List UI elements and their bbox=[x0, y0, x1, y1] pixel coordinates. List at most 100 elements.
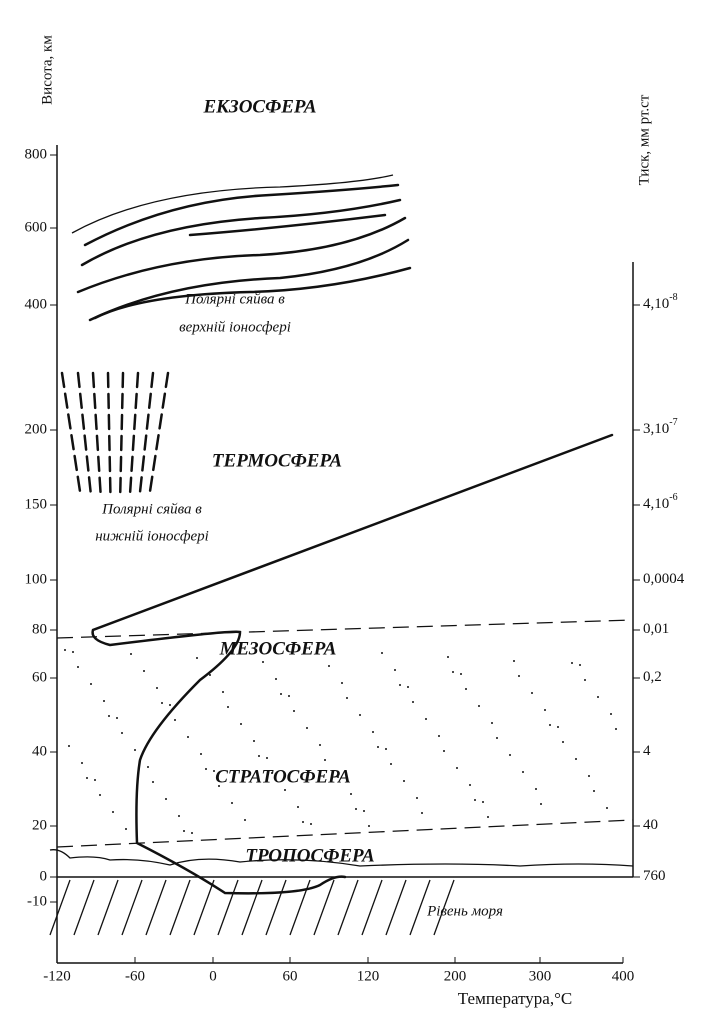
dot bbox=[183, 830, 185, 832]
dot bbox=[231, 802, 233, 804]
dot bbox=[174, 719, 176, 721]
y-axis-label: Висота, км bbox=[39, 35, 55, 105]
dot bbox=[562, 741, 564, 743]
upper-aurora bbox=[71, 174, 412, 322]
dot bbox=[125, 828, 127, 830]
hatch-line bbox=[409, 879, 431, 936]
layer-label: ЕКЗОСФЕРА bbox=[202, 96, 316, 117]
hatch-line bbox=[433, 879, 455, 936]
dot bbox=[297, 806, 299, 808]
annotation: верхній іоносфері bbox=[179, 319, 291, 335]
dot bbox=[447, 656, 449, 658]
dot bbox=[469, 784, 471, 786]
dot bbox=[218, 785, 220, 787]
dot bbox=[213, 770, 215, 772]
hatch-line bbox=[193, 879, 215, 936]
dot bbox=[227, 706, 229, 708]
aurora-ray bbox=[76, 371, 93, 497]
dot bbox=[191, 832, 193, 834]
y2-axis-label: Тиск, мм рт.ст bbox=[636, 94, 652, 185]
y2-tick-label: 4 bbox=[643, 743, 651, 759]
aurora-ray bbox=[106, 371, 112, 497]
dot bbox=[134, 749, 136, 751]
dot bbox=[156, 687, 158, 689]
layer-label: СТРАТОСФЕРА bbox=[215, 766, 351, 787]
dot bbox=[196, 657, 198, 659]
layer-label: ТЕРМОСФЕРА bbox=[212, 450, 342, 471]
dot bbox=[147, 766, 149, 768]
dot bbox=[522, 771, 524, 773]
y-tick-label: 20 bbox=[32, 817, 47, 833]
hatch-line bbox=[49, 879, 71, 936]
dot bbox=[355, 808, 357, 810]
ground-line bbox=[49, 849, 634, 867]
x-tick-label: 200 bbox=[444, 968, 467, 984]
y-tick-label: 400 bbox=[25, 296, 48, 312]
dot bbox=[443, 750, 445, 752]
hatch-line bbox=[121, 879, 143, 936]
y2-tick-label: 40 bbox=[643, 817, 658, 833]
hatch-line bbox=[289, 879, 311, 936]
hatch-line bbox=[145, 879, 167, 936]
hatch-line bbox=[217, 879, 239, 936]
dot bbox=[165, 798, 167, 800]
y-tick-label: 600 bbox=[25, 219, 48, 235]
dot bbox=[452, 671, 454, 673]
dot bbox=[350, 793, 352, 795]
y-tick-label: 80 bbox=[32, 621, 47, 637]
x-tick-label: 0 bbox=[209, 968, 217, 984]
hatch-line bbox=[241, 879, 263, 936]
dot bbox=[222, 691, 224, 693]
dot bbox=[77, 666, 79, 668]
dot bbox=[610, 713, 612, 715]
dot bbox=[474, 799, 476, 801]
y-tick-label: -10 bbox=[27, 893, 47, 909]
dot bbox=[187, 736, 189, 738]
dot bbox=[575, 758, 577, 760]
aurora-ray bbox=[91, 371, 102, 497]
dot bbox=[240, 723, 242, 725]
hatch-line bbox=[169, 879, 191, 936]
dot bbox=[262, 661, 264, 663]
dot bbox=[258, 755, 260, 757]
dot bbox=[403, 780, 405, 782]
y-tick-label: 100 bbox=[25, 571, 48, 587]
dots bbox=[64, 649, 617, 834]
aurora-ray bbox=[118, 371, 125, 497]
x-axis-label: Температура,°С bbox=[458, 989, 572, 1008]
layer-label: МЕЗОСФЕРА bbox=[219, 638, 337, 659]
dot bbox=[359, 714, 361, 716]
dot bbox=[460, 673, 462, 675]
x-tick-label: 300 bbox=[529, 968, 552, 984]
dot bbox=[412, 701, 414, 703]
dot bbox=[341, 682, 343, 684]
dot bbox=[544, 709, 546, 711]
dot bbox=[394, 669, 396, 671]
dot bbox=[72, 651, 74, 653]
dot bbox=[205, 768, 207, 770]
dot bbox=[302, 821, 304, 823]
dot bbox=[557, 726, 559, 728]
dot bbox=[244, 819, 246, 821]
y-tick-label: 60 bbox=[32, 669, 47, 685]
dot bbox=[90, 683, 92, 685]
layer-label: ТРОПОСФЕРА bbox=[245, 845, 374, 866]
dot bbox=[275, 678, 277, 680]
dot bbox=[130, 653, 132, 655]
dot bbox=[288, 695, 290, 697]
dot bbox=[306, 727, 308, 729]
dot bbox=[86, 777, 88, 779]
dot bbox=[588, 775, 590, 777]
y-tick-label: 200 bbox=[25, 421, 48, 437]
dot bbox=[385, 748, 387, 750]
dot bbox=[465, 688, 467, 690]
dot bbox=[178, 815, 180, 817]
hatch-line bbox=[313, 879, 335, 936]
dot bbox=[615, 728, 617, 730]
dot bbox=[284, 789, 286, 791]
y-tick-label: 0 bbox=[40, 868, 48, 884]
y2-tick-label: 4,10-8 bbox=[643, 292, 678, 312]
hatch-line bbox=[97, 879, 119, 936]
dot bbox=[425, 718, 427, 720]
dot bbox=[271, 772, 273, 774]
